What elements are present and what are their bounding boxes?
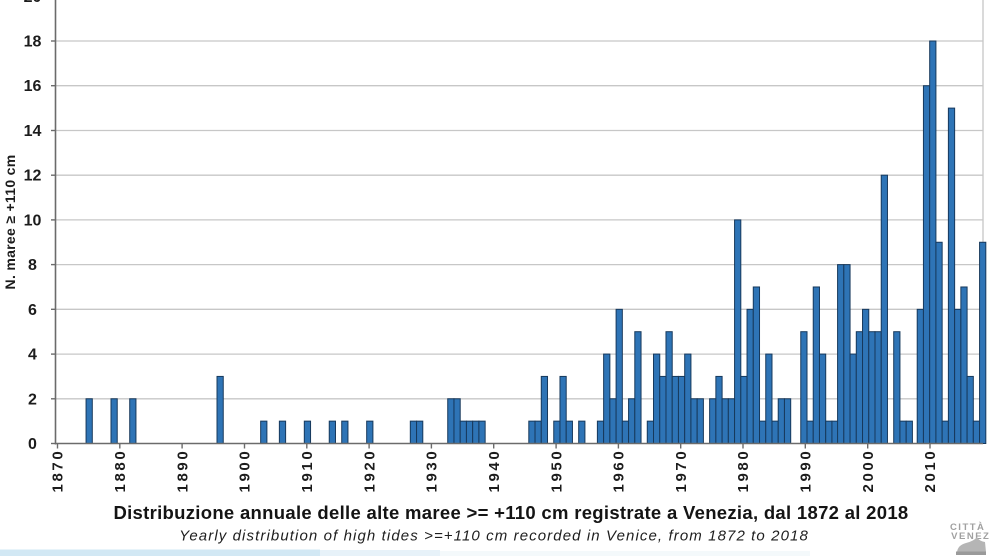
svg-text:8: 8 [28,257,37,274]
svg-text:N. maree ≥ +110 cm: N. maree ≥ +110 cm [2,155,18,290]
svg-text:14: 14 [24,123,42,140]
svg-text:1910: 1910 [299,449,316,493]
svg-text:1930: 1930 [424,449,441,493]
svg-text:1950: 1950 [548,449,565,493]
svg-text:2000: 2000 [860,449,877,493]
svg-text:1960: 1960 [611,449,628,493]
svg-text:2: 2 [28,391,37,408]
svg-text:6: 6 [28,302,37,319]
svg-text:2010: 2010 [922,449,939,493]
svg-text:16: 16 [24,78,42,95]
svg-text:1970: 1970 [673,449,690,493]
svg-text:Yearly distribution of high ti: Yearly distribution of high tides >=+110… [179,528,809,545]
svg-text:1870: 1870 [50,449,67,493]
svg-text:20: 20 [24,0,42,6]
svg-text:0: 0 [28,436,37,453]
svg-text:1890: 1890 [174,449,191,493]
svg-text:1980: 1980 [735,449,752,493]
svg-text:CITTÀ DI: CITTÀ DI [950,522,990,533]
svg-text:VENEZIA: VENEZIA [951,531,990,542]
svg-text:12: 12 [24,168,42,185]
svg-text:4: 4 [28,347,37,364]
svg-text:1900: 1900 [237,449,254,493]
svg-text:1940: 1940 [486,449,503,493]
svg-text:1990: 1990 [798,449,815,493]
svg-text:1920: 1920 [361,449,378,493]
svg-text:Distribuzione annuale delle al: Distribuzione annuale delle alte maree >… [113,502,908,523]
svg-text:10: 10 [24,212,42,229]
svg-text:18: 18 [24,34,42,51]
svg-text:1880: 1880 [112,449,129,493]
